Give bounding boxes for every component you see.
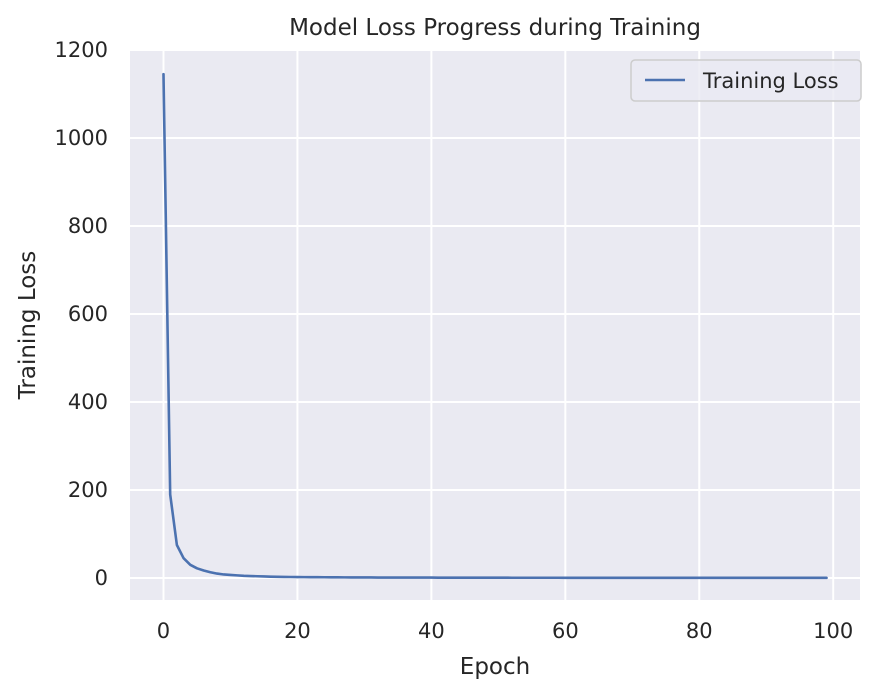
- chart-title: Model Loss Progress during Training: [289, 15, 701, 41]
- plot-area-layer: [130, 50, 860, 600]
- y-tick-label: 1200: [55, 38, 108, 62]
- y-tick-label: 800: [68, 214, 108, 238]
- grid-layer: [130, 49, 860, 600]
- y-tick-label: 600: [68, 302, 108, 326]
- x-tick-label: 60: [552, 619, 579, 643]
- x-tick-label: 0: [157, 619, 170, 643]
- y-tick-label: 200: [68, 478, 108, 502]
- legend-box: [630, 59, 862, 102]
- y-tick-label: 1000: [55, 126, 108, 150]
- y-axis-label: Training Loss: [15, 251, 41, 401]
- y-tick-label: 400: [68, 390, 108, 414]
- series-layer: [162, 72, 828, 580]
- series-line-training-loss: [162, 72, 828, 580]
- x-axis-label: Epoch: [460, 654, 530, 680]
- x-tick-label: 100: [813, 619, 853, 643]
- legend: Training Loss: [630, 59, 862, 102]
- plot-background: [130, 50, 860, 600]
- x-tick-label: 40: [418, 619, 445, 643]
- x-tick-label: 80: [686, 619, 713, 643]
- y-tick-label: 0: [95, 566, 108, 590]
- legend-label-training-loss: Training Loss: [702, 69, 839, 93]
- x-tick-label: 20: [284, 619, 311, 643]
